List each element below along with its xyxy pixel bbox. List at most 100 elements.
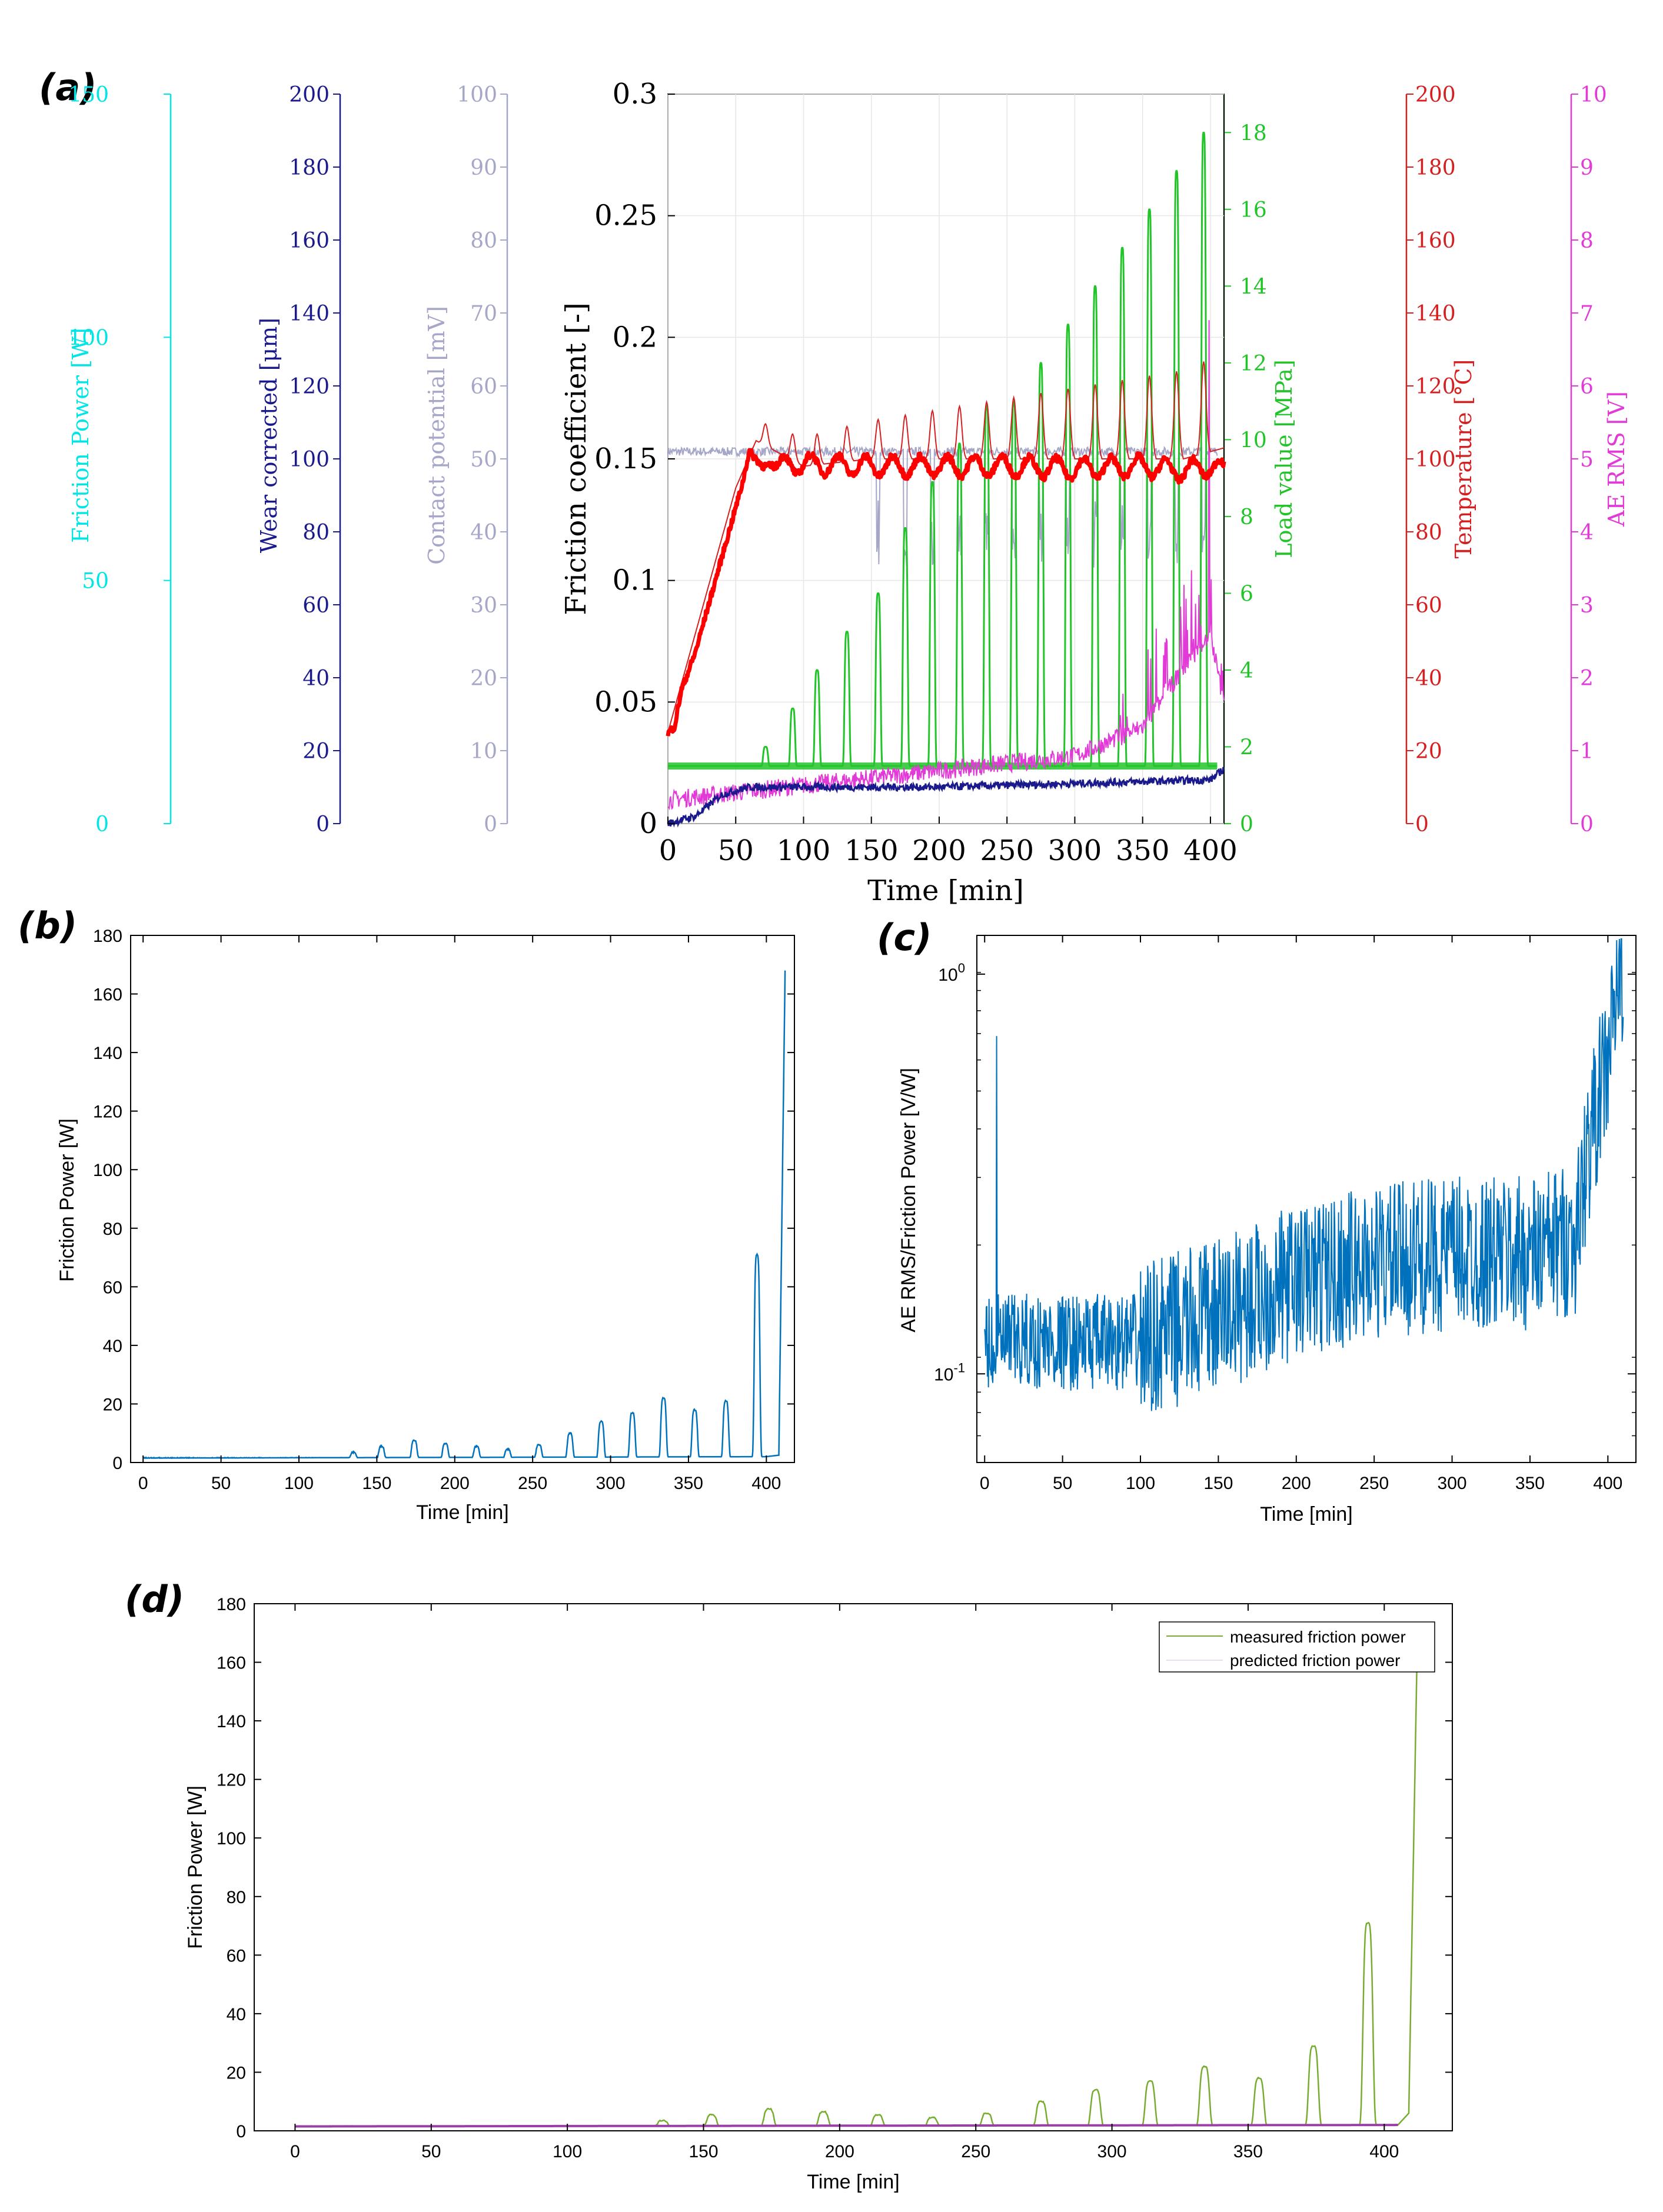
contact_potential-tick-label: 70 [470,302,497,326]
temperature-tick-label: 200 [1415,83,1456,107]
temperature-tick-label: 100 [1415,448,1456,472]
y-tick-label: 0 [112,1454,122,1473]
contact_potential-tick-label: 40 [470,521,497,545]
contact_potential-tick-label: 20 [470,667,497,691]
temperature-tick-label: 60 [1415,594,1442,618]
a-x-tick-label: 100 [777,834,831,867]
y-tick-label: 0 [236,2122,246,2141]
a-y-tick-label: 0.15 [594,442,657,475]
y-tick-label: 80 [103,1220,122,1239]
a-plot: 0 50 100 150 200 250 300 350 400 0 0.05 0.1 0.15 0.2 0… [594,78,1238,867]
panel-a-label: (a) [39,66,97,109]
x-tick-label: 0 [138,1474,148,1493]
wear-axis-label: Wear corrected [μm] [256,318,282,553]
y-tick-label: 140 [217,1712,246,1731]
y-tick-label-base: 10 [934,1365,953,1384]
ae_rms-tick-label: 8 [1580,229,1594,253]
temperature-tick-label: 0 [1415,812,1429,837]
x-tick-label: 100 [284,1474,314,1493]
a-y-tick-label: 0.2 [613,321,657,354]
contact_potential-tick-label: 60 [470,375,497,399]
ae_rms-tick-label: 0 [1580,812,1594,837]
contact_potential-tick-label: 90 [470,156,497,180]
series-ae-rms [667,320,1225,811]
load-tick-label: 16 [1240,198,1267,222]
a-x-tick-label: 350 [1116,834,1170,867]
x-tick-label: 250 [518,1474,547,1493]
y-tick-label-exp: -1 [953,1360,965,1375]
axis-temperature: 0 20 40 60 80 100 120 140 160 180 200 Temperature [… [1405,83,1476,837]
temperature-tick-label: 140 [1415,302,1456,326]
b-y-axis-label: Friction Power [W] [56,1118,78,1282]
b-plot-frame [130,935,795,1463]
temperature-tick-label: 180 [1415,156,1456,180]
axis-ae_rms: 0 1 2 3 4 5 6 7 8 9 10 AE RMS [V] [1570,83,1629,837]
y-tick-label: 40 [103,1337,122,1356]
y-tick-label: 20 [103,1395,122,1414]
c-plot-frame [976,935,1637,1463]
contact_potential-tick-label: 100 [457,83,497,107]
wear-tick-label: 120 [289,375,330,399]
panel-c-label: (c) [877,916,932,959]
ae_rms-tick-label: 6 [1580,375,1594,399]
a-x-tick-label: 0 [659,834,677,867]
contact_potential-tick-label: 10 [470,739,497,764]
a-x-tick-label: 400 [1183,834,1238,867]
wear-tick-label: 0 [316,812,330,837]
c-series [984,938,1624,1411]
x-tick-label: 150 [1203,1474,1233,1493]
temperature-tick-label: 20 [1415,739,1442,764]
friction_power-tick-label: 50 [82,569,109,594]
load-tick-label: 0 [1240,812,1253,837]
a-y-tick-label: 0.25 [594,199,657,232]
ae_rms-tick-label: 7 [1580,302,1594,326]
wear-tick-label: 20 [302,739,330,764]
ae_rms-axis-label: AE RMS [V] [1604,391,1629,527]
x-tick-label: 0 [290,2142,300,2161]
b-ticks: 0 50 100 150 200 250 300 350 400 0 20 40 60 80 100 120 1… [93,927,794,1493]
y-tick-label: 140 [93,1044,122,1063]
y-tick-label: 180 [93,927,122,946]
load-tick-label: 2 [1240,735,1253,759]
load-tick-label: 6 [1240,582,1253,606]
load-tick-label: 10 [1240,428,1267,452]
wear-tick-label: 60 [302,594,330,618]
friction_power-tick-label: 150 [68,83,109,107]
y-tick-label: 60 [103,1278,122,1297]
x-tick-label: 300 [596,1474,626,1493]
d-y-axis-label: Friction Power [W] [184,1785,207,1949]
x-tick-label: 100 [553,2142,582,2161]
contact_potential-axis-label: Contact potential [mV] [424,306,450,565]
a-y-axis-label: Friction coefficient [-] [560,302,593,615]
a-series [666,131,1226,828]
a-x-tick-label: 50 [718,834,754,867]
a-grid [667,94,1224,824]
panel-d-label: (d) [125,1578,184,1621]
x-tick-label: 350 [1233,2142,1263,2161]
a-x-tick-label: 250 [980,834,1034,867]
temperature-tick-label: 40 [1415,667,1442,691]
series-friction-coefficient [666,448,1226,737]
x-tick-label: 400 [1369,2142,1399,2161]
y-tick-label: 160 [217,1654,246,1673]
y-tick-label-base: 10 [938,965,957,985]
a-y-tick-label: 0.3 [613,78,657,111]
a-y-tick-label: 0.1 [613,564,657,597]
y-tick-label: 100 [217,1829,246,1848]
d-legend-predicted: predicted friction power [1230,1651,1400,1670]
a-x-tick-label: 300 [1048,834,1102,867]
wear-tick-label: 40 [302,667,330,691]
ae_rms-tick-label: 2 [1580,667,1594,691]
x-tick-label: 200 [440,1474,470,1493]
y-tick-label: 160 [93,985,122,1005]
friction_power-tick-label: 100 [68,326,109,350]
wear-tick-label: 100 [289,448,330,472]
friction_power-tick-label: 0 [95,812,109,837]
axis-contact_potential: 0 10 20 30 40 50 60 70 80 90 100 Contact potential … [424,83,508,837]
load-tick-label: 4 [1240,659,1253,683]
ae_rms-tick-label: 3 [1580,594,1594,618]
x-tick-label: 50 [421,2142,441,2161]
